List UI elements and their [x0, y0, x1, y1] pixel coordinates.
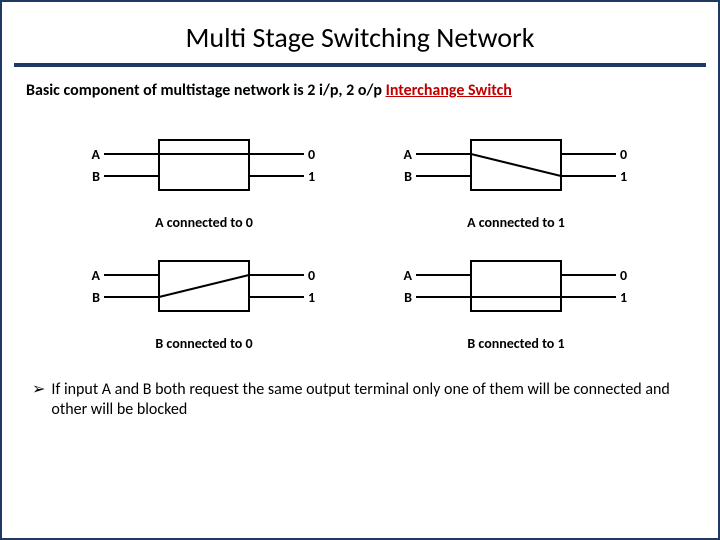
- label-output-1: 1: [308, 168, 315, 185]
- label-input-b: B: [404, 168, 412, 185]
- label-input-a: A: [404, 267, 413, 284]
- label-output-1: 1: [620, 168, 627, 185]
- label-input-b: B: [92, 289, 100, 306]
- slide-frame: Multi Stage Switching Network Basic comp…: [0, 0, 720, 540]
- label-output-0: 0: [620, 267, 627, 284]
- switch-caption: A connected to 0: [155, 214, 253, 231]
- subtitle-highlight: Interchange Switch: [386, 81, 512, 100]
- subtitle: Basic component of multistage network is…: [2, 81, 718, 112]
- label-output-0: 0: [308, 146, 315, 163]
- switch-cell: A B 0 1 A connected to 1: [374, 120, 658, 231]
- label-output-1: 1: [620, 289, 627, 306]
- label-input-b: B: [92, 168, 100, 185]
- subtitle-prefix: Basic component of multistage network is…: [26, 81, 386, 100]
- label-output-0: 0: [308, 267, 315, 284]
- slide-title: Multi Stage Switching Network: [2, 2, 718, 63]
- switch-caption: B connected to 1: [467, 335, 564, 352]
- bullet-note: ➢ If input A and B both request the same…: [2, 352, 718, 420]
- bullet-arrow-icon: ➢: [32, 380, 45, 420]
- label-input-a: A: [92, 146, 101, 163]
- title-underline: [14, 63, 706, 67]
- switch-cell: A B 0 1 B connected to 1: [374, 241, 658, 352]
- switch-cell: A B 0 1 A connected to 0: [62, 120, 346, 231]
- switch-caption: B connected to 0: [155, 335, 252, 352]
- switch-cell: A B 0 1 B connected to 0: [62, 241, 346, 352]
- label-output-0: 0: [620, 146, 627, 163]
- label-input-b: B: [404, 289, 412, 306]
- switch-diagram: A B 0 1: [74, 120, 334, 210]
- label-output-1: 1: [308, 289, 315, 306]
- label-input-a: A: [404, 146, 413, 163]
- switch-diagram: A B 0 1: [386, 120, 646, 210]
- diagram-grid: A B 0 1 A connected to 0 A B 0 1 A conne…: [2, 112, 718, 352]
- switch-diagram: A B 0 1: [74, 241, 334, 331]
- switch-box: [471, 261, 561, 311]
- bullet-text: If input A and B both request the same o…: [51, 380, 688, 420]
- switch-caption: A connected to 1: [467, 214, 565, 231]
- switch-box: [159, 140, 249, 190]
- switch-diagram: A B 0 1: [386, 241, 646, 331]
- label-input-a: A: [92, 267, 101, 284]
